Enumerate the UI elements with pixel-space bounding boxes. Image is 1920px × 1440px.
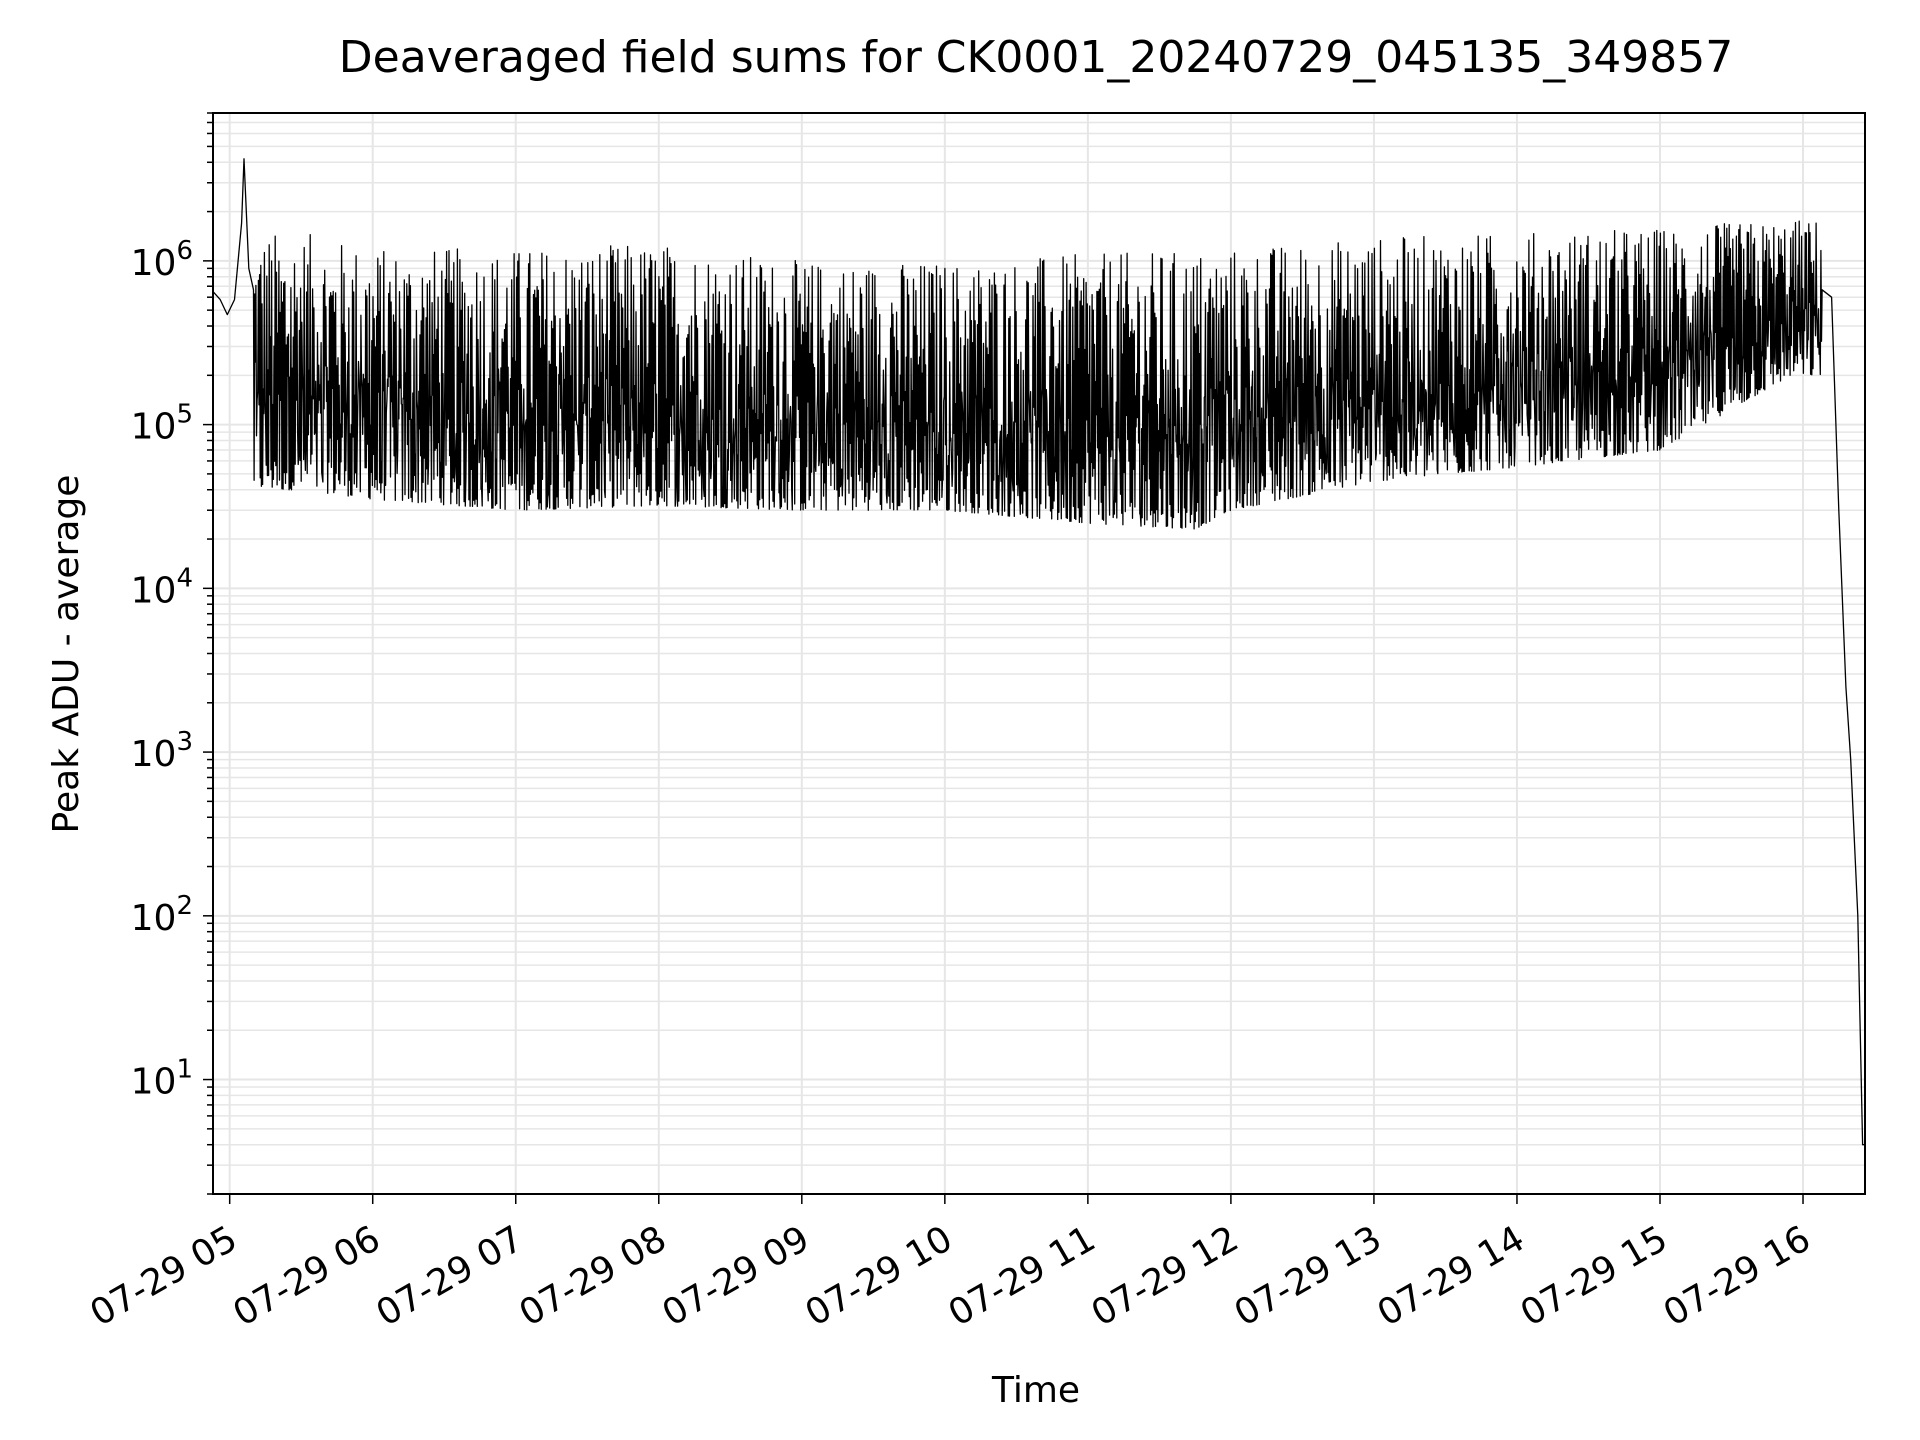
y-axis-label: Peak ADU - average xyxy=(46,475,87,834)
y-tick-label: 102 xyxy=(131,891,193,939)
x-axis-label: Time xyxy=(991,1370,1080,1411)
y-tick-label: 104 xyxy=(131,563,193,611)
grid xyxy=(213,113,1865,1194)
data-layer xyxy=(213,158,1865,1146)
series-line xyxy=(213,158,1865,1146)
y-tick-label: 103 xyxy=(131,727,193,775)
y-tick-label: 106 xyxy=(131,236,193,284)
y-tick-label: 101 xyxy=(131,1055,193,1103)
y-tick-label: 105 xyxy=(131,400,193,448)
chart-title: Deaveraged field sums for CK0001_2024072… xyxy=(339,32,1733,83)
